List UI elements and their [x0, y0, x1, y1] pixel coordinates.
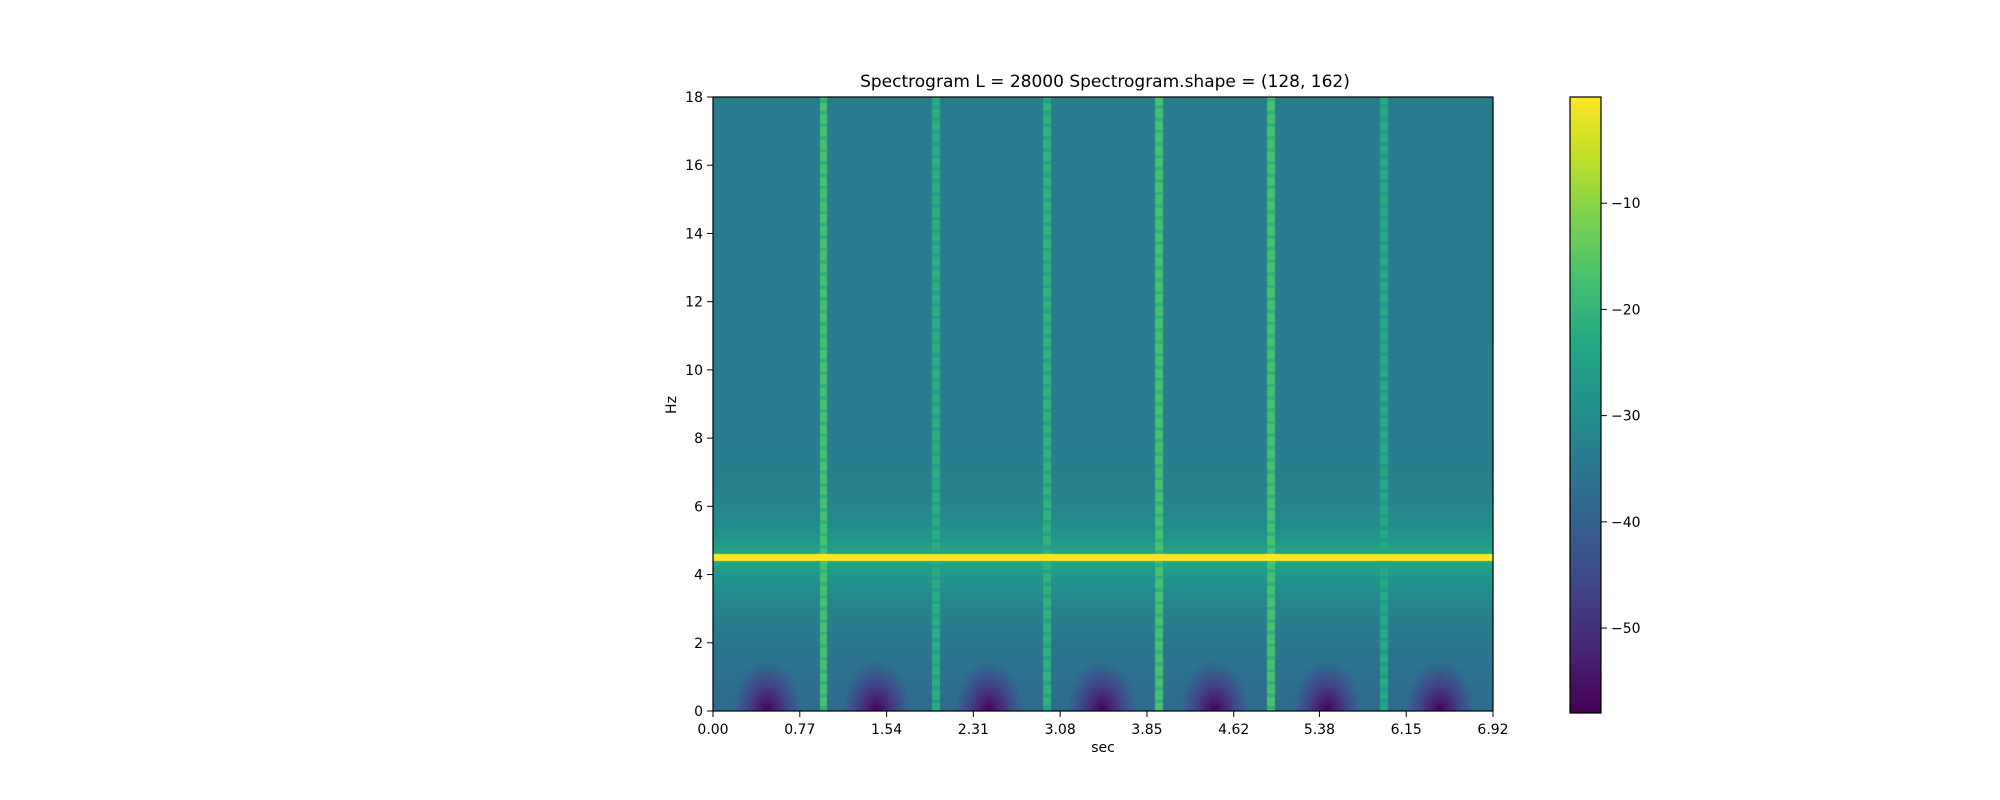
- y-axis: 0 2 4 6 8 10 12 14 16 18: [685, 90, 713, 720]
- y-tick-label: 18: [685, 90, 703, 106]
- colorbar-tick-label: −50: [1611, 621, 1641, 637]
- x-tick-label: 0.77: [784, 722, 815, 738]
- colorbar-frame: [1569, 96, 1602, 714]
- x-tick-label: 6.92: [1477, 722, 1508, 738]
- y-tick-label: 4: [694, 568, 703, 584]
- y-tick-label: 16: [685, 158, 703, 174]
- colorbar-axis: −10 −20 −30 −40 −50: [1601, 196, 1641, 637]
- plot-frame: [712, 96, 1494, 712]
- x-tick-label: 6.15: [1391, 722, 1422, 738]
- spectrogram-heatmap: [713, 97, 1493, 711]
- y-tick-label: 14: [685, 226, 703, 242]
- x-tick-label: 4.62: [1218, 722, 1249, 738]
- x-tick-label: 0.00: [697, 722, 728, 738]
- y-tick-label: 0: [694, 704, 703, 720]
- colorbar: [1570, 97, 1601, 713]
- x-tick-label: 3.85: [1131, 722, 1162, 738]
- y-tick-label: 12: [685, 295, 703, 311]
- y-tick-label: 10: [685, 363, 703, 379]
- colorbar-tick-label: −30: [1611, 409, 1641, 425]
- colorbar-tick-label: −20: [1611, 302, 1641, 318]
- x-tick-label: 2.31: [958, 722, 989, 738]
- y-tick-label: 2: [694, 636, 703, 652]
- y-tick-label: 8: [694, 431, 703, 447]
- chart-title: Spectrogram L = 28000 Spectrogram.shape …: [860, 72, 1350, 92]
- x-axis: 0.00 0.77 1.54 2.31 3.08 3.85 4.62 5.38 6.15 6.92: [697, 711, 1509, 738]
- x-tick-label: 1.54: [871, 722, 902, 738]
- x-tick-label: 3.08: [1045, 722, 1076, 738]
- colorbar-tick-label: −10: [1611, 196, 1641, 212]
- colorbar-tick-label: −40: [1611, 515, 1641, 531]
- x-axis-label: sec: [1091, 740, 1115, 756]
- y-axis-label: Hz: [664, 396, 680, 414]
- y-tick-label: 6: [694, 499, 703, 515]
- x-tick-label: 5.38: [1304, 722, 1335, 738]
